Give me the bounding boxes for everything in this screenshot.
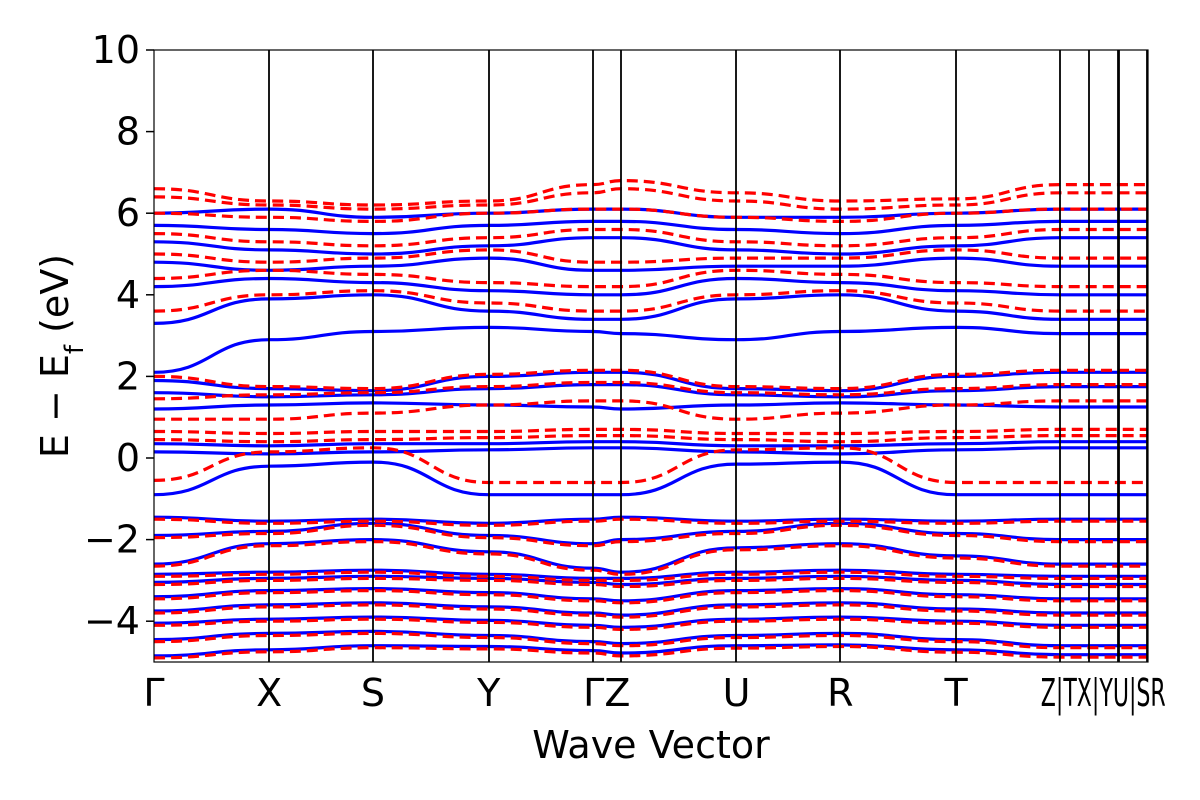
- x-tick-label-4: ΓZ: [583, 671, 630, 715]
- spin-down-band-16: [154, 289, 1148, 313]
- y-axis-title-sub: f: [60, 344, 90, 354]
- spin-up-band-0: [154, 643, 1148, 658]
- spin-down-band-21: [154, 187, 1148, 211]
- y-tick-label-4: 2: [116, 354, 140, 398]
- x-tick-label-tail: Z|TX|YU|SR: [1041, 671, 1166, 716]
- x-tick-label-6: U: [723, 671, 751, 715]
- spin-up-band-21: [154, 219, 1148, 236]
- x-tick-label-2: S: [361, 671, 385, 715]
- y-tick-label-3: 4: [116, 273, 140, 317]
- spin-down-band-0: [154, 644, 1148, 660]
- spin-down-band-10: [154, 446, 1148, 485]
- spin-down-band-4: [154, 588, 1148, 605]
- spin-down-band-14: [154, 380, 1148, 401]
- spin-up-band-13: [154, 401, 1148, 411]
- spin-down-band-19: [154, 227, 1148, 248]
- spin-up-band-12: [154, 440, 1148, 448]
- spin-up-band-15: [154, 370, 1148, 393]
- y-tick-label-2: 6: [116, 191, 140, 235]
- x-tick-label-3: Y: [476, 671, 501, 715]
- spin-down-band-3: [154, 603, 1148, 619]
- spin-down-band-2: [154, 617, 1148, 632]
- y-axis-title-main: E − E: [33, 354, 77, 458]
- spin-up-band-20: [154, 236, 1148, 256]
- spin-up-band-7: [154, 537, 1148, 574]
- x-tick-label-8: T: [944, 671, 969, 715]
- spin-down-band-20: [154, 207, 1148, 224]
- spin-down-band-8: [154, 523, 1148, 548]
- y-axis-title-unit: (eV): [33, 254, 77, 345]
- spin-up-band-3: [154, 601, 1148, 617]
- spin-down-band-11: [154, 434, 1148, 444]
- spin-up-band-11: [154, 446, 1148, 456]
- spin-up-band-5: [154, 574, 1148, 587]
- spin-down-band-6: [154, 570, 1148, 583]
- spin-up-band-18: [154, 276, 1148, 297]
- y-tick-label-1: 8: [116, 110, 140, 154]
- spin-down-band-5: [154, 576, 1148, 589]
- y-tick-label-7: −4: [84, 599, 140, 643]
- y-axis-title: E − Ef (eV): [33, 254, 90, 458]
- y-axis: 10 8 6 4 2 0 −2 −4: [84, 28, 154, 643]
- x-tick-label-7: R: [827, 671, 853, 715]
- spin-up-band-9: [154, 515, 1148, 525]
- spin-down-band-12: [154, 427, 1148, 436]
- spin-up-band-2: [154, 615, 1148, 629]
- x-axis-title: Wave Vector: [532, 723, 770, 767]
- spin-up-band-14: [154, 383, 1148, 399]
- spin-up-band-8: [154, 521, 1148, 546]
- y-tick-label-5: 0: [116, 436, 140, 480]
- y-tick-label-0: 10: [92, 28, 140, 72]
- spin-down-band-13: [154, 399, 1148, 421]
- x-tick-label-1: X: [256, 671, 282, 715]
- spin-down-band-9: [154, 517, 1148, 527]
- bands-layer: [154, 178, 1148, 660]
- spin-down-band-22: [154, 178, 1148, 207]
- spin-down-band-1: [154, 631, 1148, 650]
- spin-up-band-4: [154, 586, 1148, 603]
- spin-up-band-19: [154, 256, 1148, 272]
- spin-down-band-15: [154, 368, 1148, 391]
- y-tick-label-6: −2: [84, 518, 140, 562]
- x-axis: Γ X S Y ΓZ U R T Z|TX|YU|SR: [143, 671, 1165, 716]
- spin-down-band-18: [154, 248, 1148, 264]
- spin-up-band-16: [154, 325, 1148, 374]
- spin-down-band-7: [154, 539, 1148, 576]
- plot-frame: [153, 49, 1149, 663]
- spin-up-band-6: [154, 568, 1148, 581]
- spin-up-band-10: [154, 460, 1148, 497]
- spin-up-band-17: [154, 293, 1148, 325]
- x-tick-label-0: Γ: [143, 671, 164, 715]
- spin-down-band-17: [154, 268, 1148, 289]
- spin-up-band-1: [154, 629, 1148, 648]
- high-symmetry-lines: [268, 50, 1148, 662]
